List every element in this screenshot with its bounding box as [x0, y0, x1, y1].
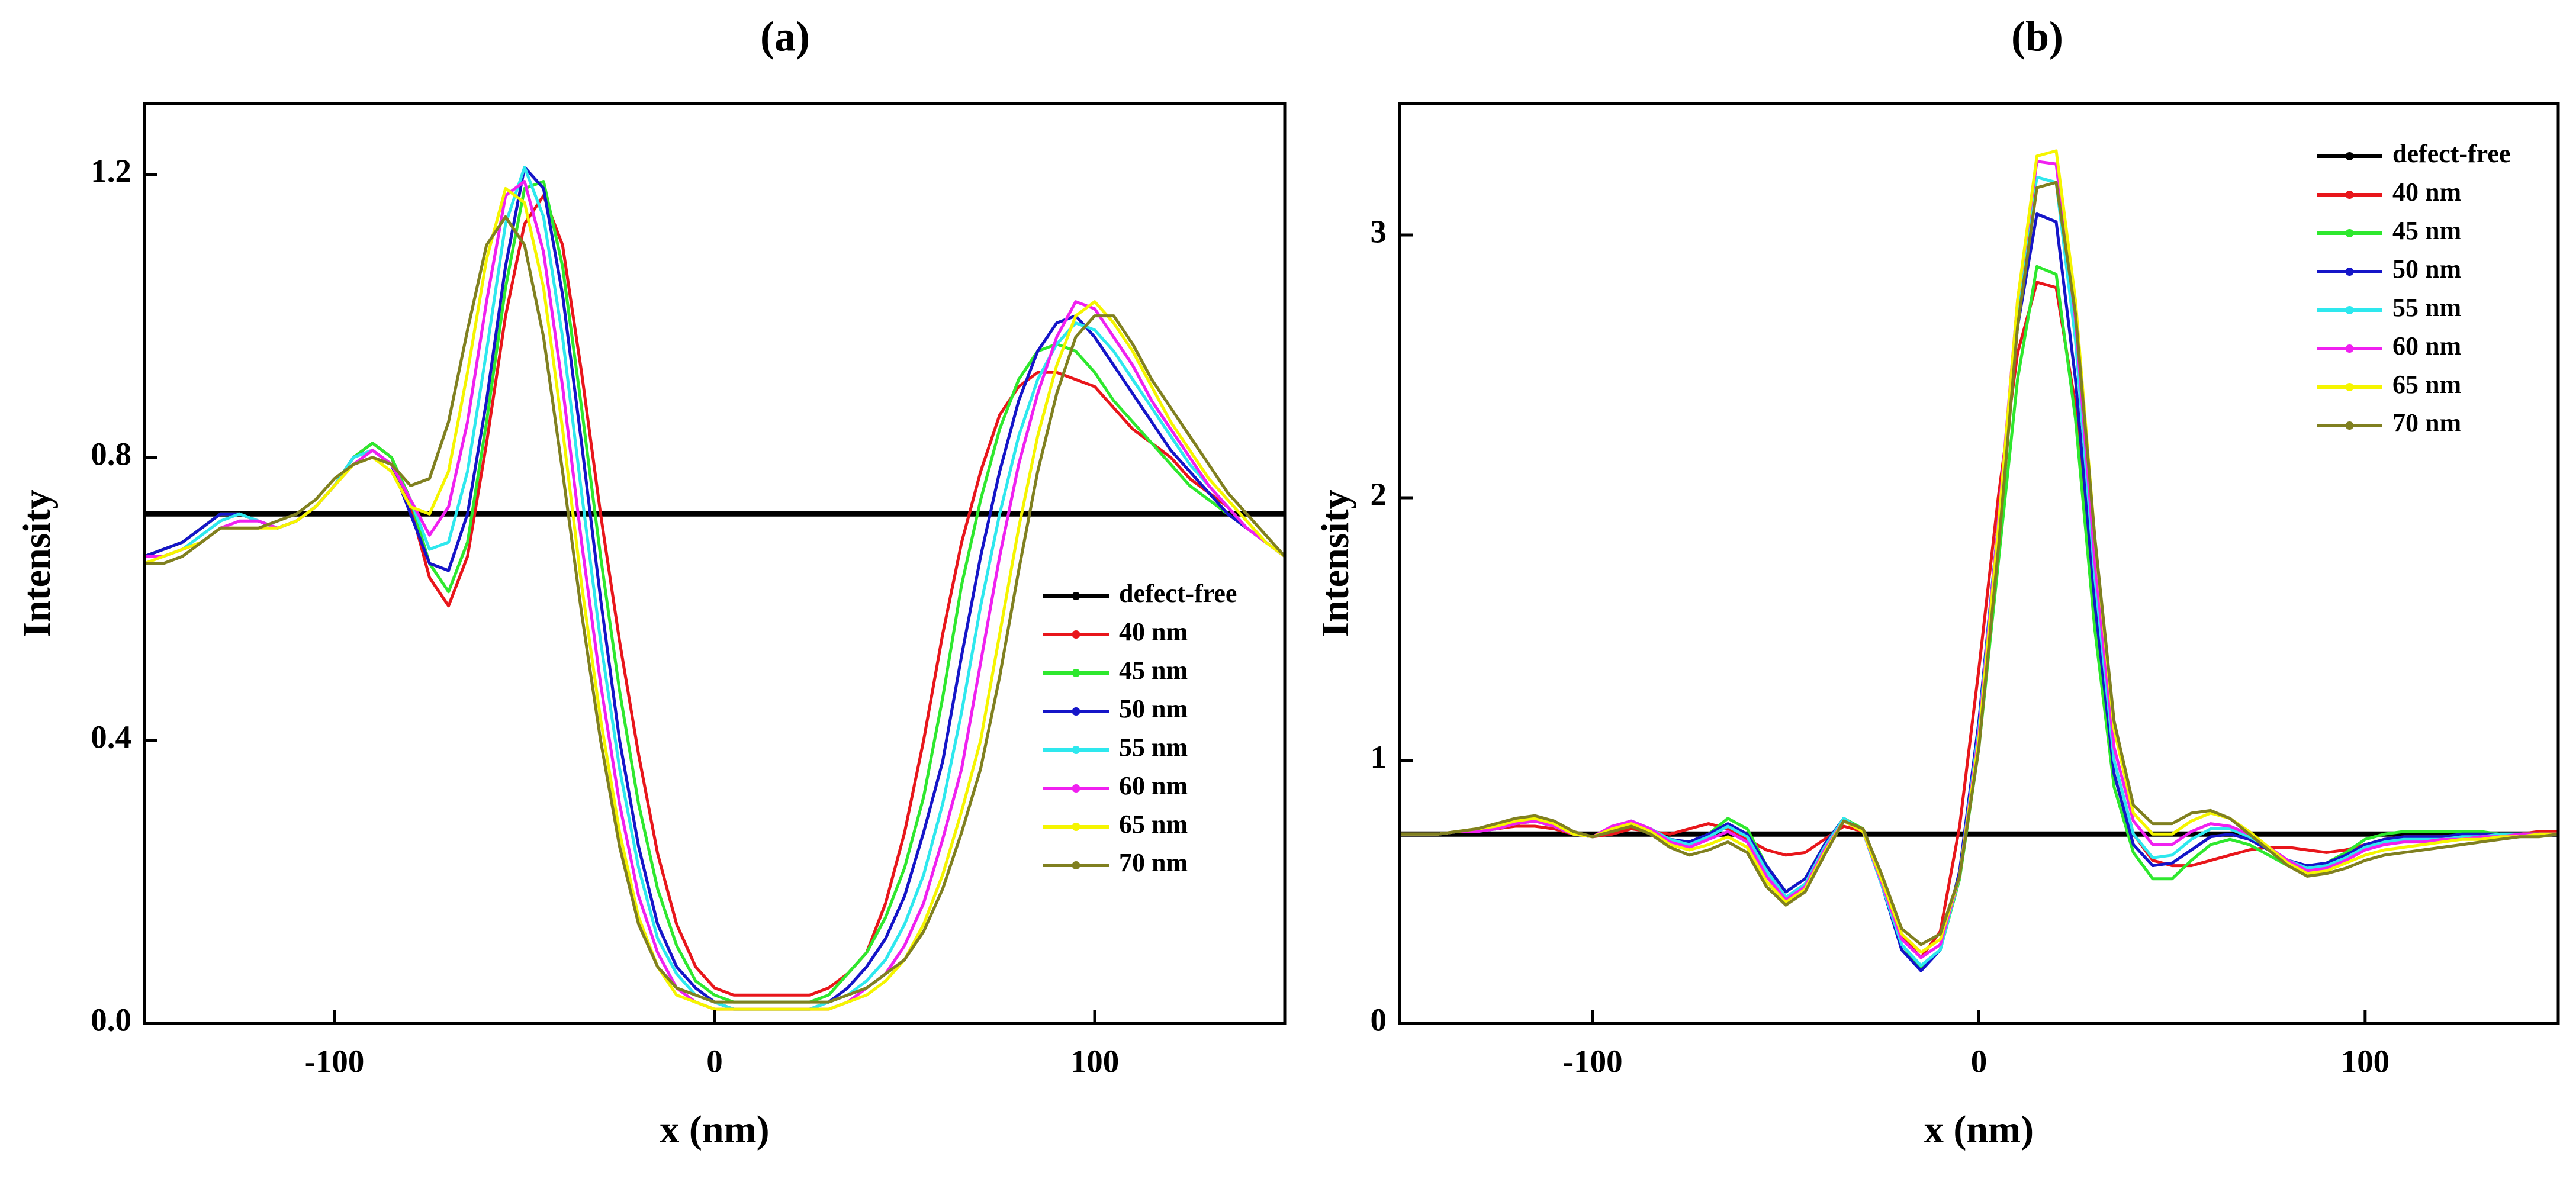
legend-marker [2345, 191, 2354, 199]
legend-marker [2345, 268, 2354, 276]
legend-label: 60 nm [1119, 771, 1188, 800]
series-line [144, 186, 1285, 1011]
legend-label: 65 nm [1119, 810, 1188, 839]
legend-label: 55 nm [1119, 733, 1188, 762]
x-tick-label: 0 [1971, 1043, 1988, 1080]
legend-marker [1072, 669, 1080, 677]
legend-label: 65 nm [2392, 370, 2461, 399]
plot-frame [1398, 102, 2560, 1025]
y-tick-label: 3 [1371, 214, 1387, 250]
x-tick-label: 100 [2341, 1043, 2390, 1080]
legend-marker [2345, 306, 2354, 314]
legend-marker [1072, 746, 1080, 754]
series-line [144, 166, 1285, 1011]
x-tick-label: 100 [1070, 1043, 1120, 1080]
y-tick-label: 0.4 [91, 719, 131, 755]
legend-marker [2345, 383, 2354, 391]
y-tick-label: 1 [1371, 739, 1387, 775]
series-line [1400, 265, 2558, 970]
legend-label: 55 nm [2392, 293, 2461, 322]
legend-marker [1072, 592, 1080, 600]
x-tick-label: -100 [1563, 1043, 1623, 1080]
series-line [144, 166, 1285, 1011]
x-axis-label: x (nm) [1924, 1108, 2034, 1151]
x-tick-label: 0 [706, 1043, 723, 1080]
legend-label: 70 nm [1119, 848, 1188, 877]
series-line [144, 180, 1285, 1004]
series-line [1400, 181, 2558, 946]
legend-label: defect-free [1119, 579, 1237, 608]
y-axis-label: Intensity [15, 489, 59, 637]
y-tick-label: 0 [1371, 1002, 1387, 1038]
x-axis-label: x (nm) [660, 1108, 769, 1151]
legend-label: 60 nm [2392, 331, 2461, 360]
legend-marker [2345, 152, 2354, 160]
y-tick-label: 1.2 [91, 153, 131, 189]
legend-label: 40 nm [1119, 617, 1188, 646]
series-line [1400, 212, 2558, 972]
legend-label: 40 nm [2392, 178, 2461, 207]
chart-title: (b) [2011, 13, 2063, 60]
legend-marker [2345, 421, 2354, 430]
series-line [144, 215, 1285, 1004]
plot-frame [143, 102, 1287, 1025]
legend-marker [1072, 861, 1080, 869]
legend-marker [1072, 784, 1080, 793]
y-axis-label: Intensity [1314, 489, 1357, 637]
legend-label: 45 nm [1119, 656, 1188, 685]
legend-label: 50 nm [1119, 694, 1188, 723]
y-tick-label: 0.0 [91, 1002, 131, 1038]
x-tick-label: -100 [305, 1043, 365, 1080]
series-line [144, 180, 1285, 1011]
chart-title: (a) [760, 13, 810, 60]
series-line [1400, 175, 2558, 967]
y-tick-label: 0.8 [91, 436, 131, 472]
legend-label: defect-free [2392, 139, 2510, 168]
legend-marker [1072, 707, 1080, 716]
legend-marker [2345, 229, 2354, 237]
y-tick-label: 2 [1371, 476, 1387, 513]
legend-marker [2345, 344, 2354, 353]
legend-label: 50 nm [2392, 255, 2461, 284]
legend-marker [1072, 823, 1080, 831]
legend-marker [1072, 630, 1080, 639]
legend-label: 70 nm [2392, 408, 2461, 437]
legend-label: 45 nm [2392, 216, 2461, 245]
